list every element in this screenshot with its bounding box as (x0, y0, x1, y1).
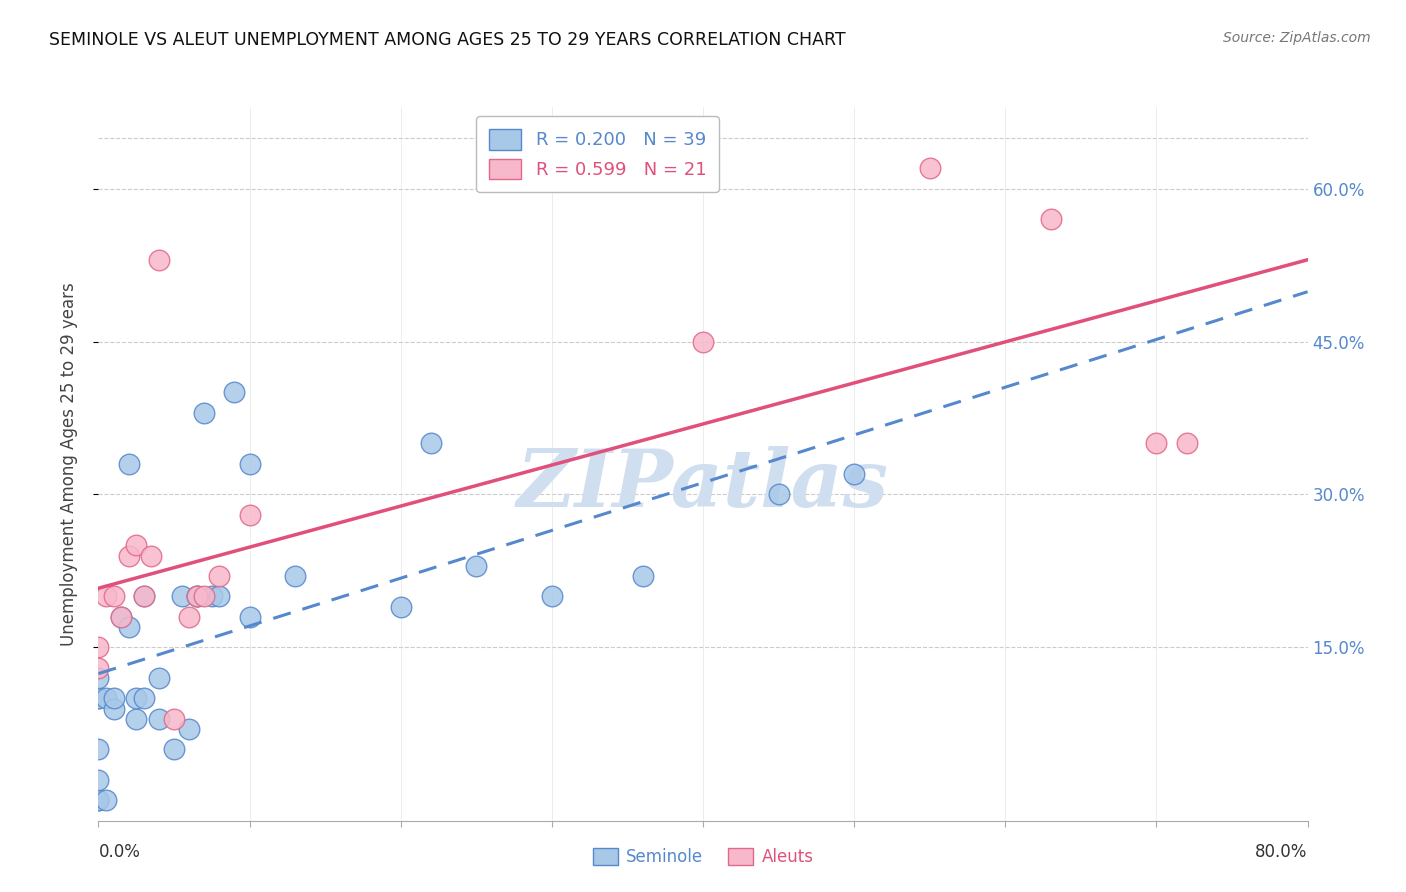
Point (118, 549, 141, 563)
Point (420, 436, 443, 450)
Point (87, 671, 110, 685)
Point (193, 590, 215, 604)
Point (87, 691, 110, 706)
Point (224, 385, 246, 400)
Point (208, 590, 231, 604)
Point (87, 793, 110, 807)
Point (132, 691, 155, 706)
Point (125, 691, 148, 706)
Point (186, 590, 208, 604)
Point (540, 590, 562, 604)
Point (179, 609, 201, 624)
Point (110, 609, 132, 624)
Point (163, 742, 186, 756)
Point (186, 590, 208, 604)
Point (87, 661, 110, 675)
Text: 80.0%: 80.0% (1256, 843, 1308, 861)
Point (239, 457, 262, 471)
Point (208, 569, 231, 583)
Point (692, 334, 714, 349)
Point (110, 609, 132, 624)
Point (193, 406, 215, 420)
Point (87, 772, 110, 787)
Point (125, 712, 148, 726)
Point (239, 508, 262, 522)
Point (148, 712, 170, 726)
Point (768, 487, 790, 501)
Point (103, 590, 125, 604)
Point (141, 549, 163, 563)
Point (163, 712, 186, 726)
Point (103, 691, 125, 706)
Point (1039, 212, 1062, 227)
Point (465, 558, 488, 573)
Point (132, 590, 155, 604)
Text: ZIPatlas: ZIPatlas (517, 447, 889, 524)
Point (87, 640, 110, 655)
Point (132, 590, 155, 604)
Y-axis label: Unemployment Among Ages 25 to 29 years: Unemployment Among Ages 25 to 29 years (59, 282, 77, 646)
Point (125, 538, 148, 552)
Point (918, 161, 941, 176)
Point (170, 590, 193, 604)
Point (118, 457, 141, 471)
Point (148, 252, 170, 267)
Point (844, 467, 866, 481)
Point (94, 691, 117, 706)
Point (239, 609, 262, 624)
Point (631, 569, 654, 583)
Legend: R = 0.200   N = 39, R = 0.599   N = 21: R = 0.200 N = 39, R = 0.599 N = 21 (477, 116, 718, 192)
Point (87, 793, 110, 807)
Text: Source: ZipAtlas.com: Source: ZipAtlas.com (1223, 31, 1371, 45)
Point (94, 590, 117, 604)
Point (1175, 436, 1198, 450)
Point (148, 671, 170, 685)
Point (179, 722, 201, 736)
Point (118, 620, 141, 634)
Point (389, 599, 412, 614)
Text: 0.0%: 0.0% (98, 843, 141, 861)
Legend: Seminole, Aleuts: Seminole, Aleuts (585, 840, 821, 875)
Point (103, 701, 125, 715)
Point (1144, 436, 1167, 450)
Point (284, 569, 307, 583)
Point (186, 590, 208, 604)
Point (201, 590, 224, 604)
Text: SEMINOLE VS ALEUT UNEMPLOYMENT AMONG AGES 25 TO 29 YEARS CORRELATION CHART: SEMINOLE VS ALEUT UNEMPLOYMENT AMONG AGE… (49, 31, 846, 49)
Point (87, 691, 110, 706)
Point (87, 742, 110, 756)
Point (94, 793, 117, 807)
